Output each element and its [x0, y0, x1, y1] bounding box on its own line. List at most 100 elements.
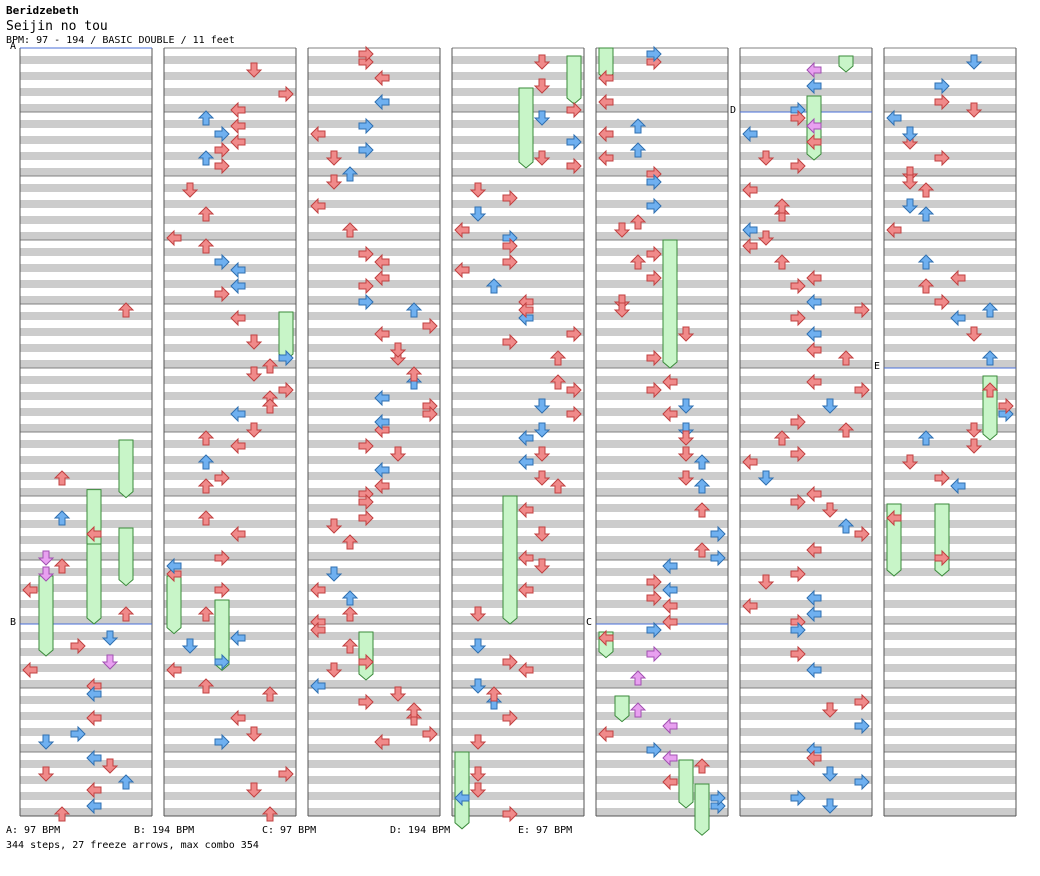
beat-stripe: [740, 376, 872, 384]
beat-stripe: [452, 424, 584, 432]
beat-stripe: [308, 264, 440, 272]
arrow-up-icon: [197, 238, 215, 254]
arrow-down-icon: [677, 326, 695, 342]
arrow-left-icon: [886, 509, 902, 527]
beat-stripe: [164, 248, 296, 256]
beat-stripe: [596, 488, 728, 496]
arrow-up-icon: [197, 606, 215, 622]
arrow-up-icon: [917, 206, 935, 222]
beat-stripe: [452, 88, 584, 96]
beat-stripe: [20, 712, 152, 720]
arrow-left-icon: [230, 405, 246, 423]
beat-stripe: [20, 552, 152, 560]
arrow-down-icon: [533, 398, 551, 414]
beat-stripe: [596, 696, 728, 704]
beat-stripe: [740, 200, 872, 208]
beat-stripe: [596, 344, 728, 352]
beat-stripe: [740, 552, 872, 560]
beat-stripe: [308, 408, 440, 416]
arrow-up-icon: [197, 478, 215, 494]
arrow-left-icon: [598, 149, 614, 167]
arrow-up-icon: [549, 478, 567, 494]
arrow-right-icon: [934, 149, 950, 167]
beat-stripe: [740, 360, 872, 368]
beat-stripe: [308, 168, 440, 176]
arrow-down-icon: [901, 126, 919, 142]
beat-stripe: [740, 568, 872, 576]
beat-stripe: [884, 440, 1016, 448]
arrow-down-icon: [533, 110, 551, 126]
beat-stripe: [20, 200, 152, 208]
beat-stripe: [596, 536, 728, 544]
beat-stripe: [884, 664, 1016, 672]
freeze-arrow: [518, 87, 534, 169]
arrow-down-icon: [325, 662, 343, 678]
arrow-up-icon: [693, 478, 711, 494]
arrow-down-icon: [101, 758, 119, 774]
freeze-arrow: [502, 495, 518, 625]
arrow-down-icon: [389, 686, 407, 702]
arrow-left-icon: [374, 461, 390, 479]
beat-stripe: [164, 632, 296, 640]
beat-stripe: [164, 72, 296, 80]
beat-stripe: [884, 456, 1016, 464]
arrow-left-icon: [598, 69, 614, 87]
arrow-right-icon: [278, 85, 294, 103]
beat-stripe: [740, 280, 872, 288]
arrow-up-icon: [197, 454, 215, 470]
beat-stripe: [164, 584, 296, 592]
arrow-down-icon: [245, 334, 263, 350]
beat-stripe: [164, 184, 296, 192]
arrow-left-icon: [598, 125, 614, 143]
arrow-left-icon: [374, 93, 390, 111]
arrow-right-icon: [646, 381, 662, 399]
beat-stripe: [884, 760, 1016, 768]
arrow-left-icon: [518, 301, 534, 319]
arrow-left-icon: [806, 117, 822, 135]
beat-stripe: [740, 792, 872, 800]
arrow-left-icon: [806, 77, 822, 95]
arrow-left-icon: [950, 309, 966, 327]
beat-stripe: [740, 104, 872, 112]
arrow-right-icon: [358, 245, 374, 263]
arrow-right-icon: [934, 549, 950, 567]
arrow-down-icon: [965, 326, 983, 342]
arrow-down-icon: [245, 726, 263, 742]
beat-stripe: [452, 232, 584, 240]
arrow-down-icon: [469, 182, 487, 198]
arrow-up-icon: [261, 806, 279, 822]
beat-stripe: [308, 648, 440, 656]
chart-stats: 344 steps, 27 freeze arrows, max combo 3…: [6, 840, 259, 851]
beat-stripe: [452, 760, 584, 768]
arrow-up-icon: [773, 198, 791, 214]
beat-stripe: [308, 200, 440, 208]
arrow-left-icon: [86, 685, 102, 703]
beat-stripe: [308, 632, 440, 640]
arrow-down-icon: [965, 438, 983, 454]
beat-stripe: [740, 184, 872, 192]
beat-stripe: [740, 168, 872, 176]
beat-stripe: [308, 600, 440, 608]
beat-stripe: [740, 328, 872, 336]
beat-stripe: [452, 776, 584, 784]
beat-stripe: [596, 168, 728, 176]
arrow-right-icon: [790, 565, 806, 583]
beat-stripe: [596, 520, 728, 528]
beat-stripe: [308, 760, 440, 768]
arrow-right-icon: [214, 549, 230, 567]
arrow-down-icon: [901, 174, 919, 190]
arrow-left-icon: [374, 477, 390, 495]
arrow-left-icon: [518, 429, 534, 447]
beat-stripe: [452, 360, 584, 368]
beat-stripe: [308, 376, 440, 384]
arrow-down-icon: [533, 558, 551, 574]
beat-stripe: [596, 312, 728, 320]
beat-stripe: [308, 696, 440, 704]
arrow-left-icon: [662, 717, 678, 735]
beat-stripe: [20, 376, 152, 384]
arrow-right-icon: [422, 725, 438, 743]
arrow-left-icon: [454, 261, 470, 279]
arrow-down-icon: [325, 566, 343, 582]
arrow-right-icon: [502, 253, 518, 271]
arrow-right-icon: [790, 645, 806, 663]
